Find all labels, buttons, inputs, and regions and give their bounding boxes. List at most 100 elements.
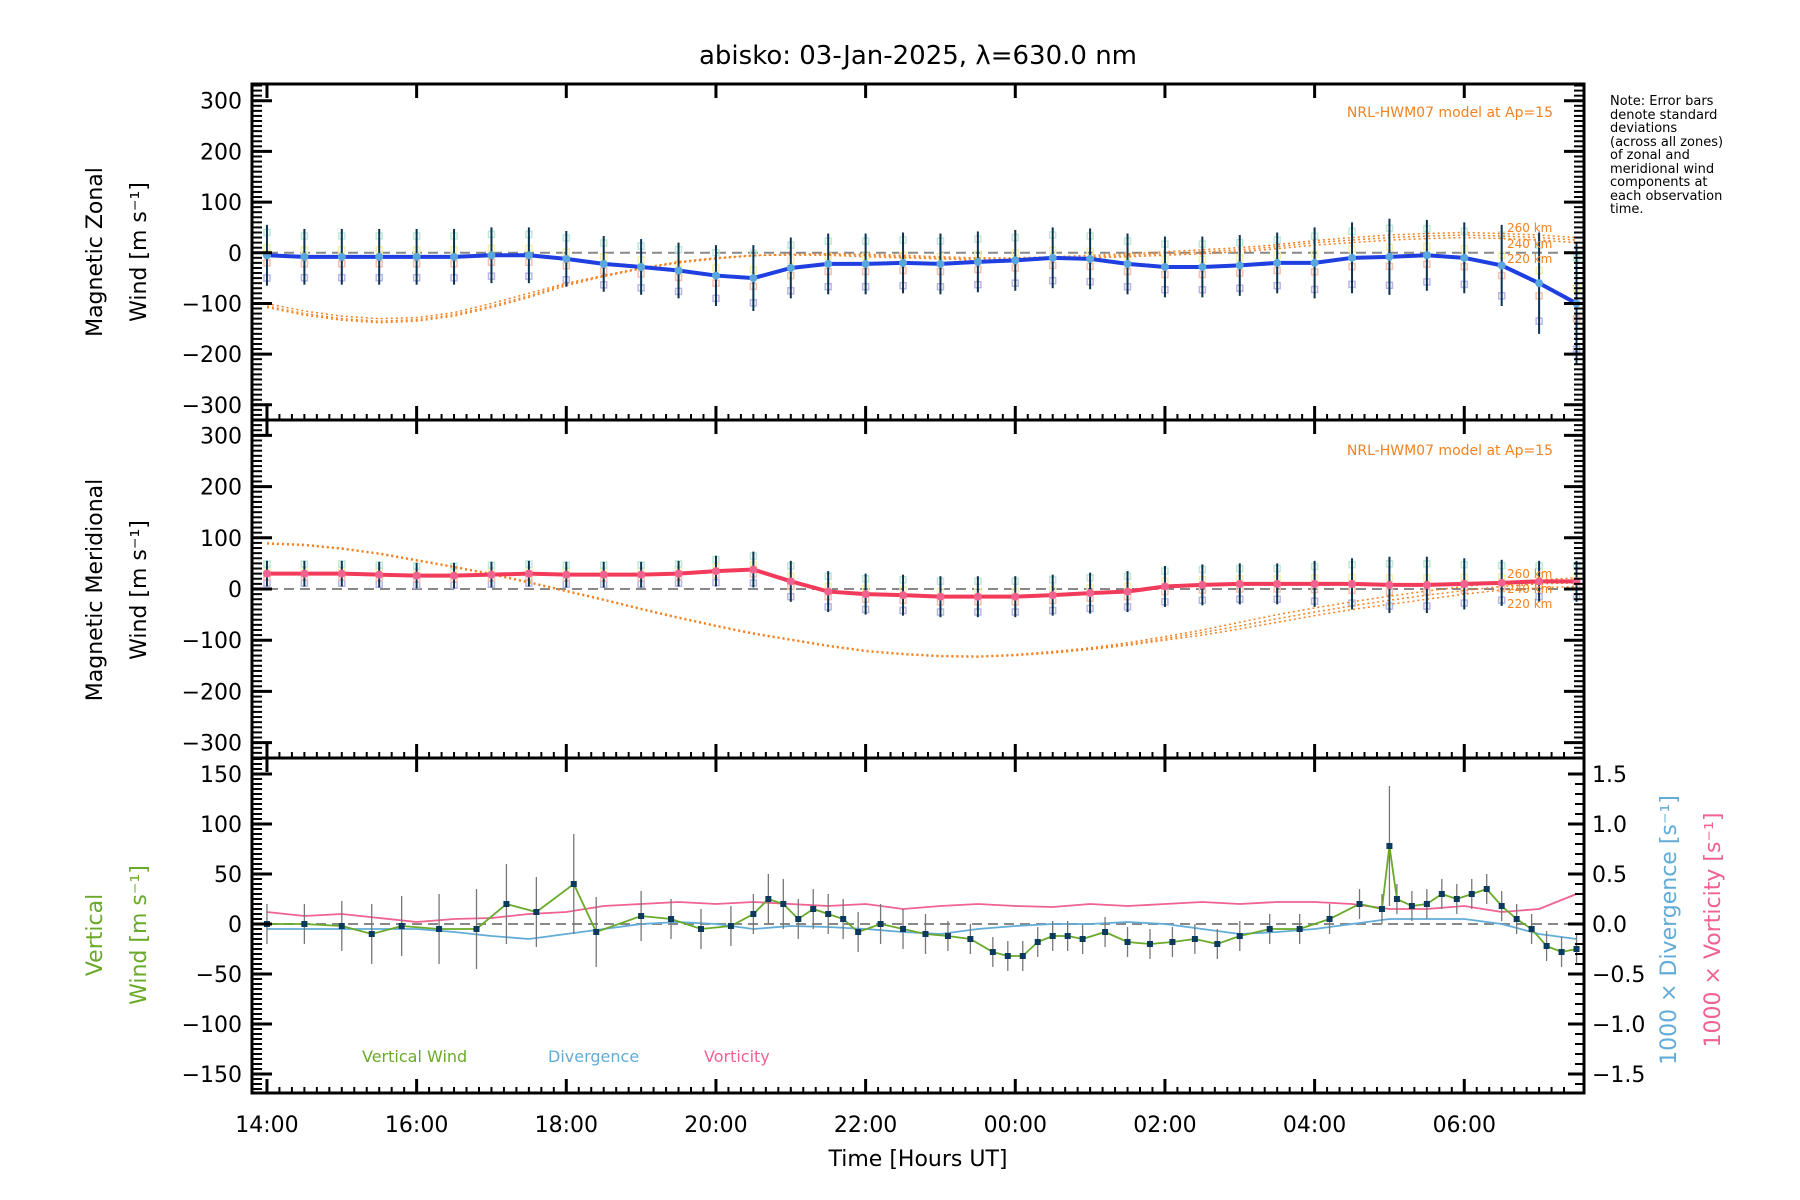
meridional-measured-point <box>1497 578 1506 587</box>
meridional-alt-label-220: 220 km <box>1507 597 1552 611</box>
right-axis-tick-label: −1.5 <box>1592 1063 1645 1088</box>
zonal-model-curve <box>266 236 1577 320</box>
vertical-wind-point <box>1169 939 1176 945</box>
vertical-wind-point <box>1326 916 1333 922</box>
vertical-wind-point <box>570 881 577 887</box>
zonal-measured-point <box>1497 261 1506 270</box>
meridional-tick-label: 200 <box>200 476 242 501</box>
zonal-measured-point <box>899 258 908 267</box>
vertical-wind-point <box>1004 953 1011 959</box>
meridional-tick-label: −300 <box>182 732 242 757</box>
meridional-measured-point <box>973 592 982 601</box>
zonal-measured-point <box>674 266 683 275</box>
zonal-measured-point <box>749 274 758 283</box>
zonal-measured-point <box>1011 256 1020 265</box>
meridional-tick-label: −100 <box>182 629 242 654</box>
zonal-measured-point <box>375 252 384 261</box>
vertical-wind-point <box>967 936 974 942</box>
zonal-measured-point <box>1348 253 1357 262</box>
vertical-wind-point <box>1408 903 1415 909</box>
vertical-wind-point <box>922 931 929 937</box>
vertical-wind-point <box>1034 939 1041 945</box>
vertical-wind-point <box>301 921 308 927</box>
meridional-measured-point <box>337 569 346 578</box>
vertical-tick-label: 0 <box>228 913 242 938</box>
zonal-measured-point <box>1385 252 1394 261</box>
x-tick-label: 00:00 <box>984 1113 1047 1138</box>
vertical-wind-point <box>1386 843 1393 849</box>
meridional-measured-point <box>1385 580 1394 589</box>
zonal-measured-point <box>1535 279 1544 288</box>
meridional-measured-point <box>1086 589 1095 598</box>
x-tick-label: 18:00 <box>535 1113 598 1138</box>
meridional-tick-label: 0 <box>228 578 242 603</box>
vertical-wind-point <box>877 921 884 927</box>
vertical-wind-point <box>1393 896 1400 902</box>
meridional-measured-point <box>1422 580 1431 589</box>
vertical-wind-point <box>1558 949 1565 955</box>
vertical-wind-point <box>900 926 907 932</box>
vertical-wind-point <box>795 916 802 922</box>
zonal-measured-point <box>1198 262 1207 271</box>
x-tick-label: 22:00 <box>834 1113 897 1138</box>
meridional-ylabel-line1: Magnetic Meridional <box>83 479 108 701</box>
vorticity-ylabel: 1000 × Vorticity [s⁻¹] <box>1701 813 1726 1048</box>
right-axis-tick-label: −1.0 <box>1592 1013 1645 1038</box>
vertical-wind-point <box>1191 936 1198 942</box>
zonal-measured-point <box>1460 253 1469 262</box>
zonal-measured-point <box>1123 259 1132 268</box>
vertical-wind-point <box>1378 906 1385 912</box>
vertical-wind-point <box>697 926 704 932</box>
meridional-model-label: NRL-HWM07 model at Ap=15 <box>1347 443 1553 459</box>
vertical-wind-point <box>944 933 951 939</box>
meridional-measured-point <box>711 567 720 576</box>
vertical-wind-point <box>780 901 787 907</box>
meridional-measured-point <box>786 577 795 586</box>
vertical-frame <box>250 756 1586 1095</box>
zonal-measured-point <box>1086 254 1095 263</box>
vertical-ylabel-line1: Vertical <box>83 894 108 976</box>
meridional-model-curve <box>266 542 1577 657</box>
meridional-measured-line <box>266 567 1577 599</box>
zonal-measured-point <box>786 263 795 272</box>
vertical-wind-point <box>1266 926 1273 932</box>
legend-vorticity: Vorticity <box>704 1047 770 1066</box>
vertical-wind-point <box>1423 901 1430 907</box>
legend-vertical-wind: Vertical Wind <box>362 1047 467 1066</box>
vertical-ylabel-line2: Wind [m s⁻¹] <box>127 865 152 1005</box>
vertical-wind-point <box>533 909 540 915</box>
vertical-wind-point <box>638 913 645 919</box>
x-tick-label: 16:00 <box>385 1113 448 1138</box>
vertical-wind-point <box>1356 901 1363 907</box>
vertical-wind-point <box>338 923 345 929</box>
zonal-measured-point <box>1160 262 1169 271</box>
vertical-wind-point <box>727 923 734 929</box>
vertical-wind-point <box>503 901 510 907</box>
zonal-measured-point <box>1048 253 1057 262</box>
zonal-measured-point <box>637 262 646 271</box>
x-tick-label: 20:00 <box>684 1113 747 1138</box>
zonal-ylabel-line2: Wind [m s⁻¹] <box>127 182 152 322</box>
meridional-measured-point <box>861 590 870 599</box>
zonal-measured-point <box>337 252 346 261</box>
meridional-measured-point <box>375 570 384 579</box>
vertical-wind-point <box>810 906 817 912</box>
zonal-alt-label-240: 240 km <box>1507 237 1552 251</box>
vertical-tick-label: −50 <box>196 963 242 988</box>
meridional-measured-point <box>637 570 646 579</box>
meridional-measured-point <box>450 571 459 580</box>
zonal-measured-point <box>973 257 982 266</box>
vertical-wind-point <box>750 911 757 917</box>
meridional-measured-point <box>599 570 608 579</box>
vertical-tick-label: 150 <box>200 763 242 788</box>
meridional-measured-point <box>824 587 833 596</box>
meridional-model-curve <box>266 542 1577 658</box>
x-tick-label: 04:00 <box>1283 1113 1346 1138</box>
zonal-measured-point <box>412 252 421 261</box>
zonal-tick-label: 300 <box>200 90 242 115</box>
meridional-measured-point <box>1235 579 1244 588</box>
vertical-wind-point <box>1438 891 1445 897</box>
vertical-wind-point <box>1498 903 1505 909</box>
zonal-measured-line <box>266 253 1578 306</box>
zonal-tick-label: 200 <box>200 140 242 165</box>
